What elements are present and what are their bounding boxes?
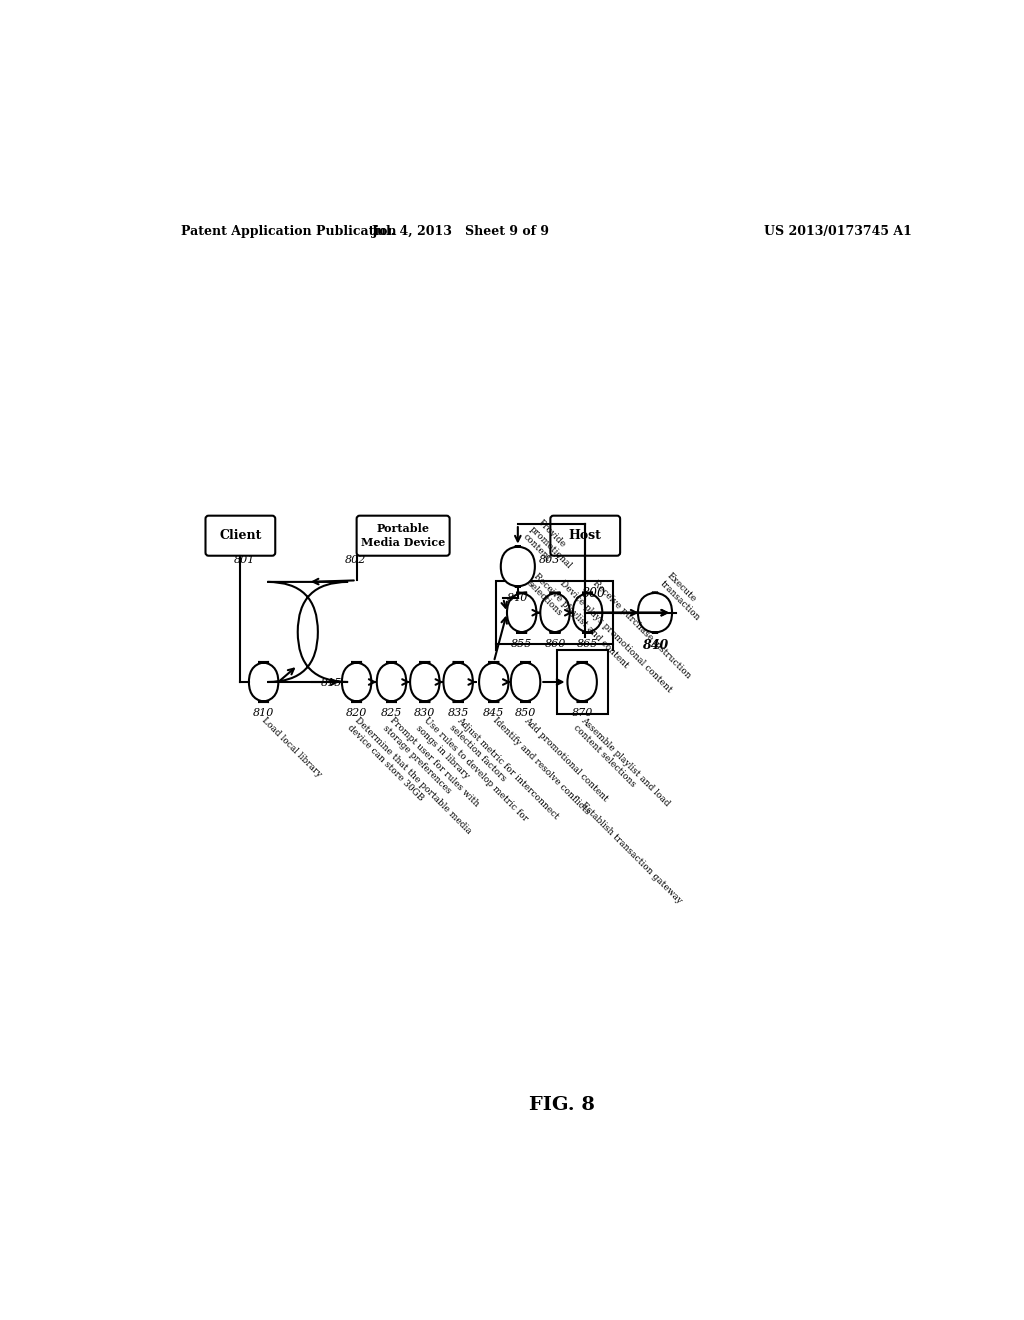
Text: 840: 840: [507, 593, 528, 603]
Text: Portable
Media Device: Portable Media Device: [361, 523, 445, 549]
Text: 840: 840: [642, 639, 668, 652]
Text: 801: 801: [234, 556, 256, 565]
Text: Adjust metric for interconnect
selection factors: Adjust metric for interconnect selection…: [447, 715, 560, 829]
Bar: [496, 581, 613, 644]
Text: Receive playlist and content
selections: Receive playlist and content selections: [524, 572, 631, 677]
FancyBboxPatch shape: [479, 663, 509, 702]
FancyBboxPatch shape: [342, 663, 372, 702]
FancyBboxPatch shape: [511, 663, 541, 702]
Bar: [557, 651, 607, 714]
Text: 810: 810: [253, 708, 274, 718]
Text: 830: 830: [414, 708, 435, 718]
FancyBboxPatch shape: [550, 516, 621, 556]
Text: Identify and resolve conflicts: Identify and resolve conflicts: [490, 715, 591, 817]
Text: 803: 803: [539, 556, 560, 565]
Text: Use rules to develop metric for
songs in library: Use rules to develop metric for songs in…: [414, 715, 529, 830]
Text: Patent Application Publication: Patent Application Publication: [180, 226, 396, 239]
Text: 860: 860: [545, 639, 565, 649]
Text: 845: 845: [483, 708, 505, 718]
FancyBboxPatch shape: [249, 663, 279, 702]
Text: 802: 802: [345, 556, 367, 565]
Text: 800: 800: [582, 587, 605, 601]
Text: Prompt user for rules with
storage preferences: Prompt user for rules with storage prefe…: [381, 715, 481, 816]
FancyBboxPatch shape: [377, 663, 407, 702]
Text: Execute
transaction: Execute transaction: [658, 572, 709, 622]
FancyBboxPatch shape: [541, 593, 569, 632]
Text: Device plays promotional content: Device plays promotional content: [558, 578, 674, 694]
FancyBboxPatch shape: [206, 516, 275, 556]
FancyBboxPatch shape: [501, 546, 535, 586]
Text: 850: 850: [515, 708, 537, 718]
FancyBboxPatch shape: [638, 593, 672, 632]
Text: 820: 820: [346, 708, 368, 718]
Text: Establish transaction gateway: Establish transaction gateway: [579, 800, 684, 906]
Text: 815: 815: [321, 678, 342, 688]
FancyBboxPatch shape: [443, 663, 473, 702]
Text: Determine that the portable media
device can store 30GB: Determine that the portable media device…: [346, 715, 473, 843]
Text: Provide
promotional
content: Provide promotional content: [521, 517, 582, 578]
Text: Host: Host: [568, 529, 602, 543]
Text: Client: Client: [219, 529, 261, 543]
Text: 825: 825: [381, 708, 402, 718]
FancyBboxPatch shape: [572, 593, 602, 632]
Text: 855: 855: [511, 639, 532, 649]
Text: FIG. 8: FIG. 8: [529, 1097, 595, 1114]
Text: 835: 835: [447, 708, 469, 718]
Text: Load local library: Load local library: [260, 715, 324, 779]
FancyBboxPatch shape: [356, 516, 450, 556]
Text: Assemble playlist and load
content selections: Assemble playlist and load content selec…: [571, 715, 672, 816]
Text: 865: 865: [577, 639, 598, 649]
Text: Receive purchase instruction: Receive purchase instruction: [591, 578, 692, 680]
FancyBboxPatch shape: [507, 593, 537, 632]
Text: 870: 870: [571, 708, 593, 718]
FancyBboxPatch shape: [567, 663, 597, 702]
FancyBboxPatch shape: [267, 582, 348, 682]
Text: US 2013/0173745 A1: US 2013/0173745 A1: [764, 226, 911, 239]
Text: Jul. 4, 2013   Sheet 9 of 9: Jul. 4, 2013 Sheet 9 of 9: [373, 226, 550, 239]
FancyBboxPatch shape: [410, 663, 439, 702]
Text: Add promotional content: Add promotional content: [522, 715, 610, 804]
